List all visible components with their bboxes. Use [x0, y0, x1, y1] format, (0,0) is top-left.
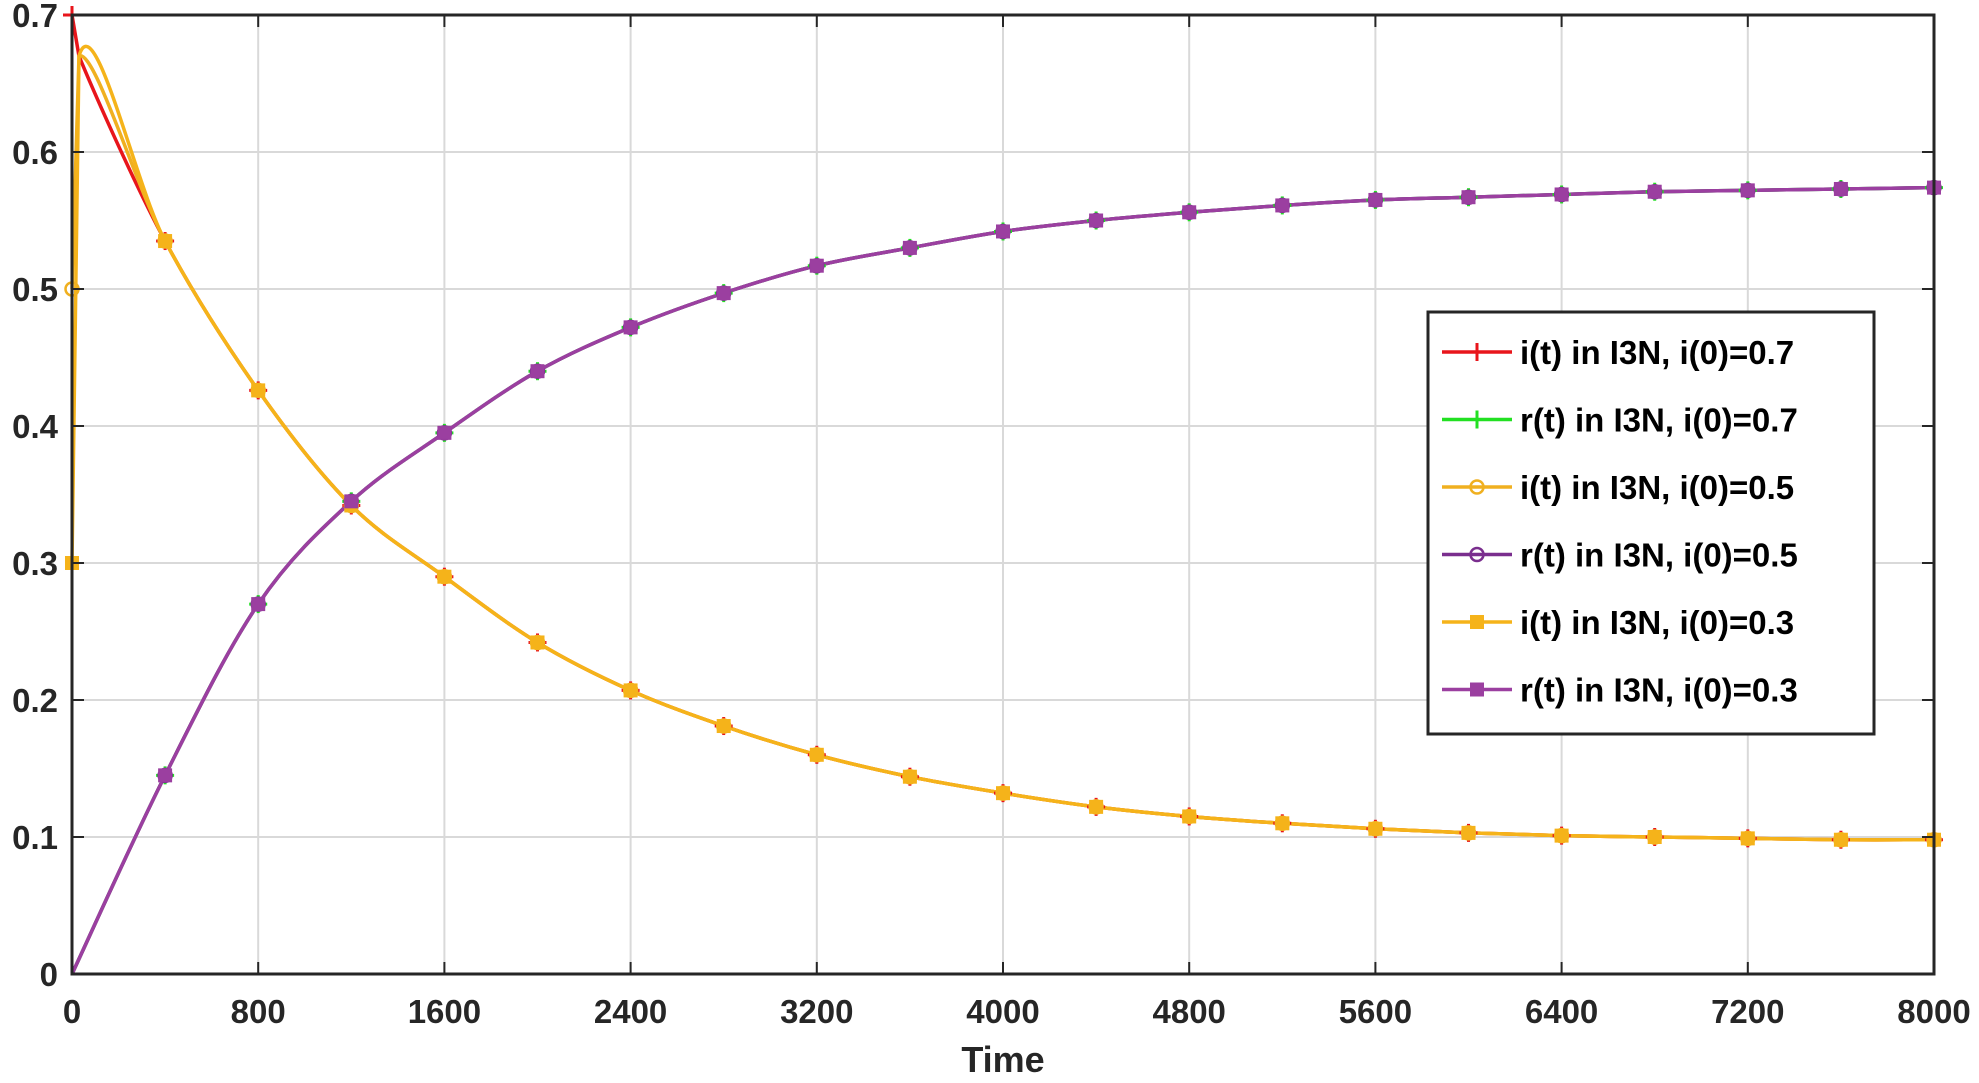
legend-marker: [1469, 546, 1485, 563]
x-tick-label: 7200: [1711, 993, 1784, 1030]
x-tick-label: 0: [63, 993, 81, 1030]
series-markers: [63, 6, 1943, 849]
x-tick-label: 8000: [1897, 993, 1970, 1030]
series-6-marker: [996, 224, 1010, 239]
series-6-marker: [1089, 213, 1104, 228]
legend-marker: [1468, 343, 1486, 361]
series-6-marker: [902, 240, 917, 255]
series-6-marker: [437, 425, 452, 440]
series-5-marker: [623, 683, 638, 698]
series-5-marker: [1368, 821, 1383, 836]
legend-label: r(t) in I3N, i(0)=0.5: [1520, 537, 1798, 574]
series-5-marker: [1647, 830, 1662, 844]
series-line-6: [70, 185, 1935, 975]
legend-marker: [1470, 682, 1484, 697]
series-6-marker: [623, 320, 638, 335]
x-tick-label: 6400: [1525, 993, 1598, 1030]
series-5-marker: [1275, 816, 1290, 831]
x-tick-label: 4800: [1152, 993, 1225, 1030]
legend-box: [1426, 310, 1876, 736]
legend-label: i(t) in I3N, i(0)=0.5: [1520, 469, 1794, 506]
legend-item: r(t) in I3N, i(0)=0.7: [1442, 402, 1798, 439]
series-5-marker: [530, 635, 545, 650]
series-6-marker: [1740, 183, 1755, 198]
legend-marker: [1470, 615, 1484, 629]
x-axis-ticks: 0 800 1600 2400 3200 4000 4800 5600 6400 7200 8000: [63, 15, 1971, 1030]
series-5-marker: [251, 383, 266, 398]
y-tick-label: 0.1: [12, 819, 58, 856]
series-6-marker: [1833, 181, 1848, 196]
legend: i(t) in I3N, i(0)=0.7 r(t) in I3N, i(0)=0…: [1426, 310, 1876, 736]
series-6-marker: [716, 286, 731, 301]
series-5-marker: [902, 769, 917, 784]
series-6-marker: [1461, 190, 1476, 205]
legend-label: i(t) in I3N, i(0)=0.7: [1520, 334, 1794, 371]
series-5-marker: [1554, 828, 1569, 843]
series-6-marker: [530, 364, 545, 379]
legend-item: i(t) in I3N, i(0)=0.5: [1442, 469, 1794, 506]
series-5-marker: [1089, 799, 1104, 814]
series-6-marker: [1368, 192, 1383, 207]
y-tick-label: 0.5: [12, 271, 58, 308]
x-tick-label: 800: [231, 993, 286, 1030]
legend-label: r(t) in I3N, i(0)=0.7: [1520, 402, 1798, 439]
legend-item: r(t) in I3N, i(0)=0.5: [1442, 537, 1798, 574]
series-5-marker: [716, 719, 731, 734]
series-5-marker: [1461, 825, 1476, 840]
legend-marker: [1468, 410, 1486, 429]
series-5-marker: [1833, 832, 1848, 847]
series-5-marker: [1740, 831, 1755, 846]
series-5-marker: [437, 569, 452, 584]
legend-items: i(t) in I3N, i(0)=0.7 r(t) in I3N, i(0)=0…: [1442, 334, 1798, 709]
x-tick-label: 5600: [1339, 993, 1412, 1030]
series-line-5: [70, 44, 1935, 842]
y-tick-label: 0.4: [12, 408, 59, 445]
y-tick-label: 0.6: [12, 134, 58, 171]
y-tick-label: 0: [40, 956, 58, 993]
series-6-marker: [1647, 184, 1662, 199]
legend-item: i(t) in I3N, i(0)=0.7: [1442, 334, 1794, 371]
x-axis-title: Time: [961, 1039, 1044, 1080]
series-6-marker: [344, 494, 359, 509]
y-axis-ticks: 0 0.1 0.2 0.3 0.4 0.5 0.6 0.7: [12, 0, 1934, 993]
legend-marker: [1469, 479, 1485, 495]
series-6-marker: [1182, 205, 1197, 220]
x-tick-label: 3200: [780, 993, 853, 1030]
legend-label: r(t) in I3N, i(0)=0.3: [1520, 672, 1798, 709]
x-tick-label: 2400: [594, 993, 667, 1030]
y-tick-label: 0.7: [12, 0, 58, 34]
x-tick-label: 1600: [408, 993, 481, 1030]
series-lines: [70, 14, 1935, 975]
x-tick-label: 4000: [966, 993, 1039, 1030]
series-6-marker: [1275, 198, 1290, 213]
series-5-marker: [158, 234, 173, 249]
series-5-marker: [809, 747, 824, 762]
series-6-marker: [809, 258, 824, 273]
series-6-marker: [251, 597, 266, 612]
legend-label: i(t) in I3N, i(0)=0.3: [1520, 604, 1794, 641]
series-5-marker: [996, 786, 1010, 801]
y-tick-label: 0.2: [12, 682, 58, 719]
legend-item: r(t) in I3N, i(0)=0.3: [1442, 672, 1798, 709]
series-6-marker: [158, 768, 173, 783]
legend-item: i(t) in I3N, i(0)=0.3: [1442, 604, 1794, 641]
series-5-marker: [1182, 809, 1197, 824]
series-6-marker: [1554, 187, 1569, 202]
y-tick-label: 0.3: [12, 545, 58, 582]
